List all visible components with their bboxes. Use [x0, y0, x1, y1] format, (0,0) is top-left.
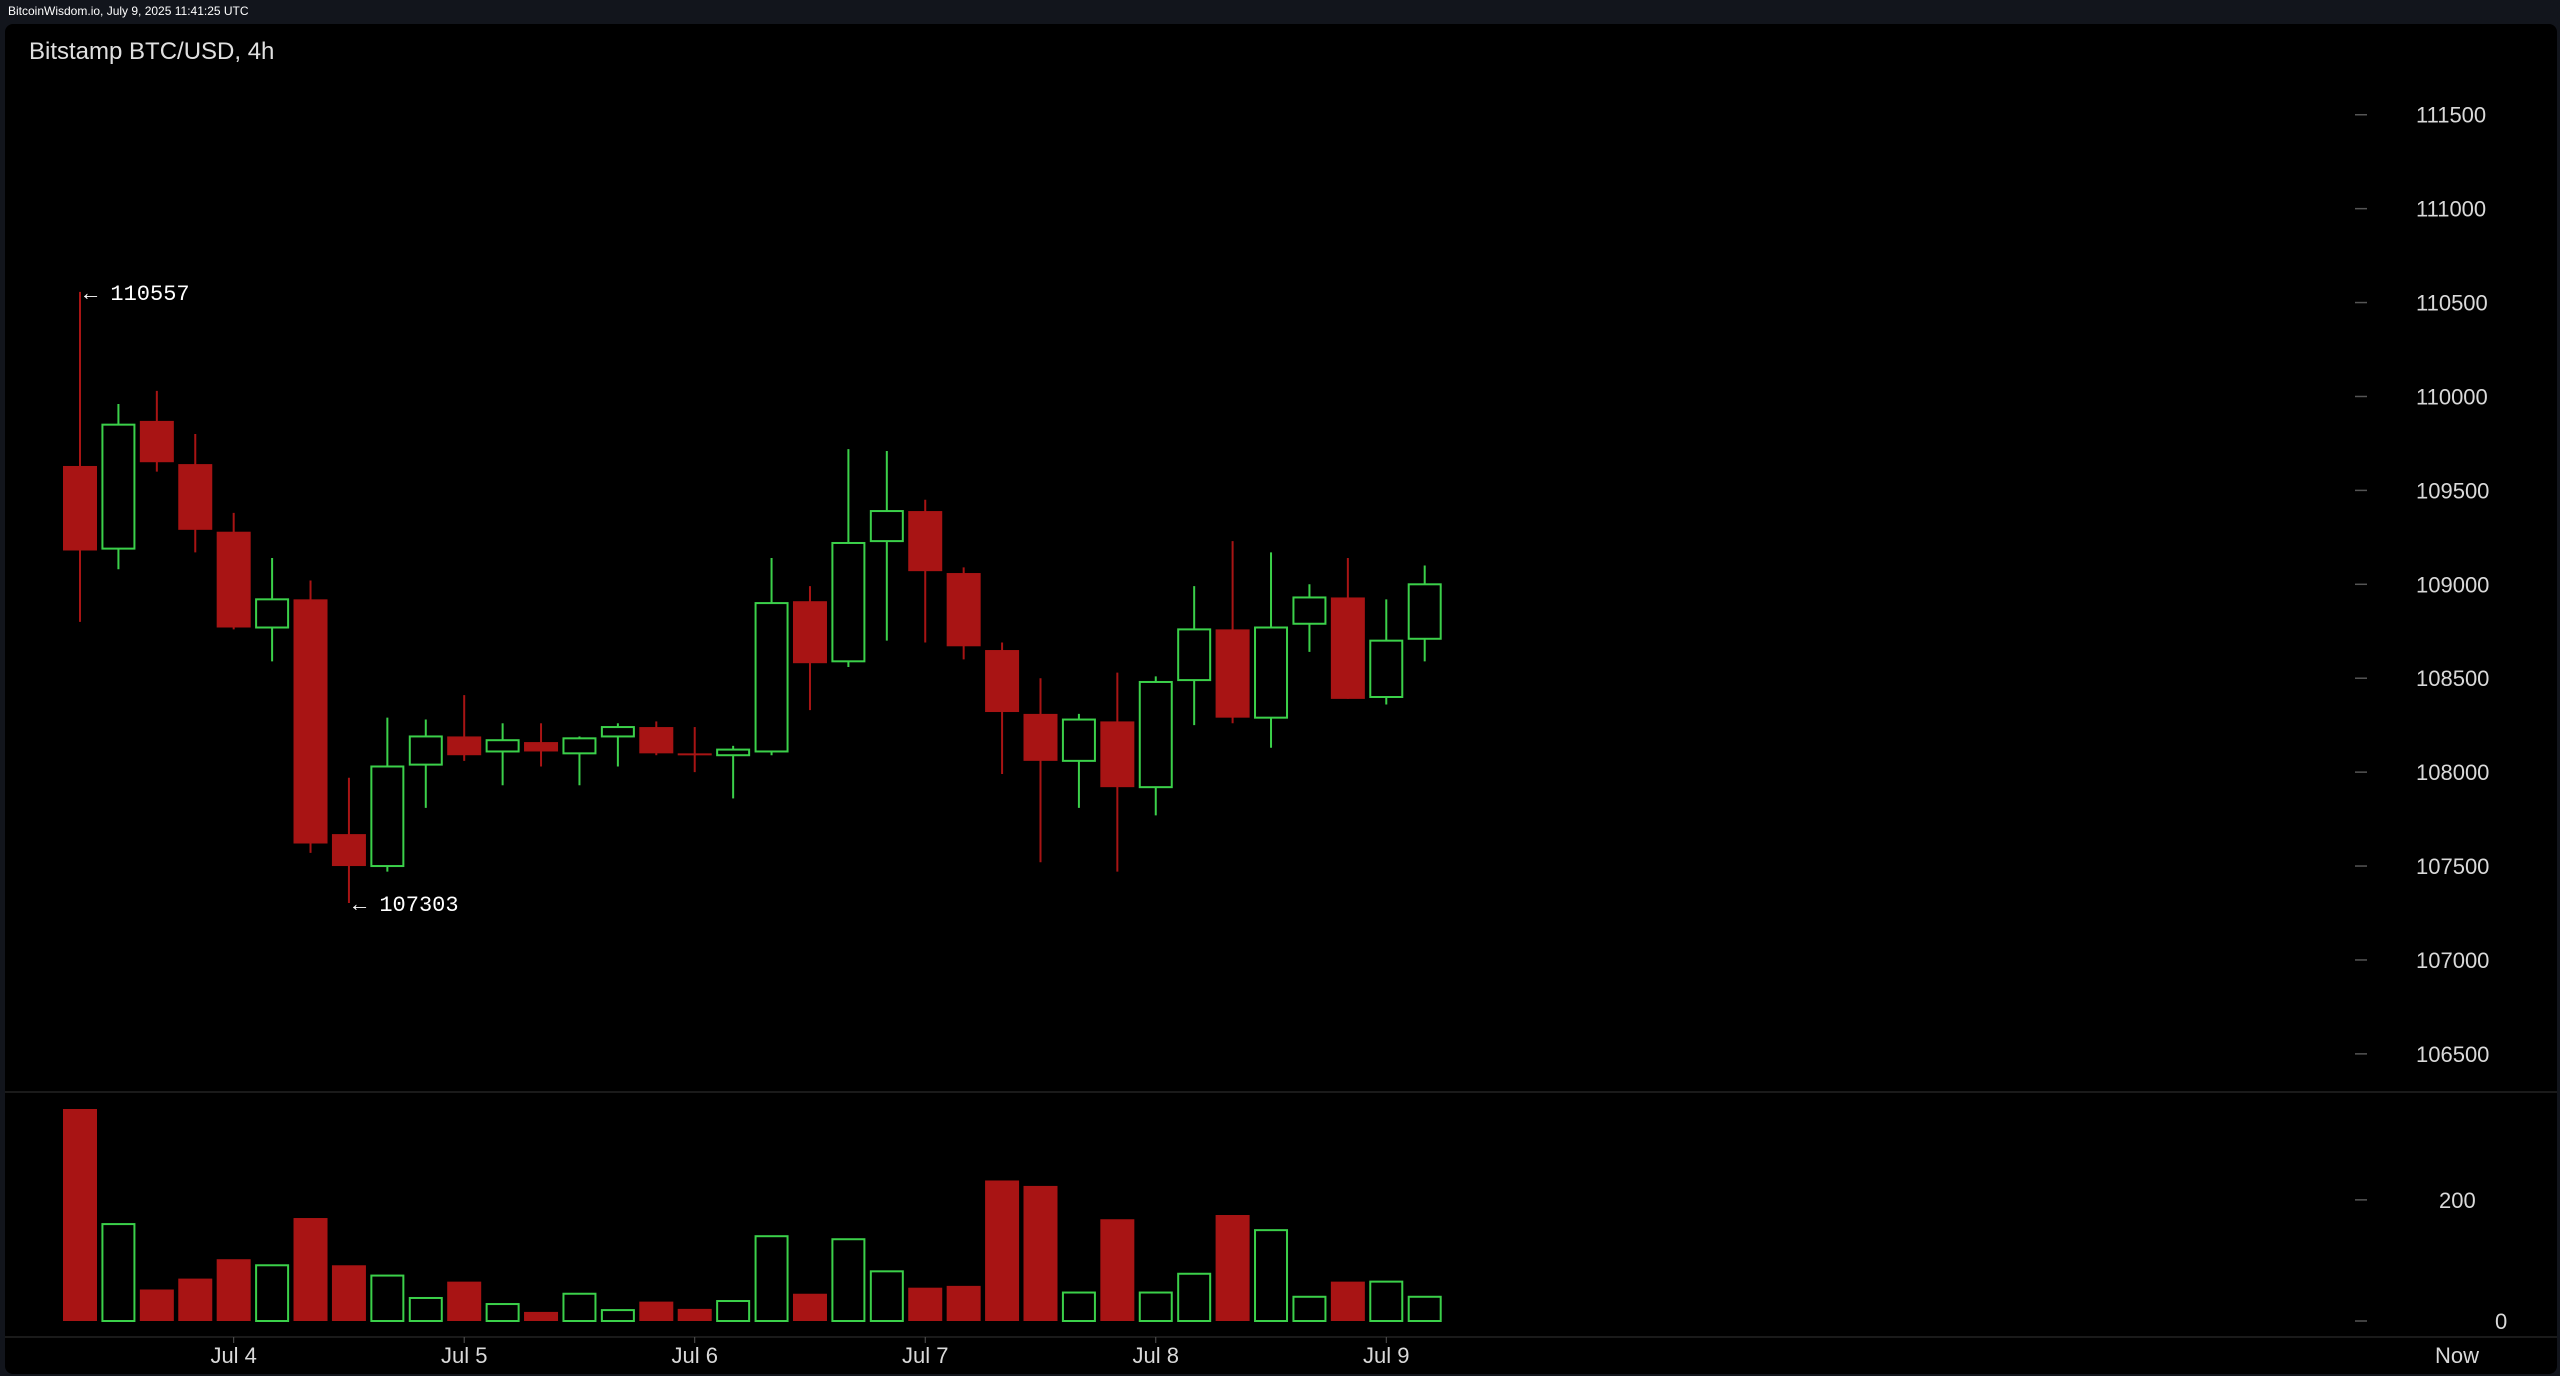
volume-bar[interactable]	[216, 1259, 251, 1321]
time-axis-label: Now	[2435, 1343, 2479, 1368]
candle-body[interactable]	[1100, 721, 1135, 788]
candle-body[interactable]	[331, 834, 366, 867]
volume-bar[interactable]	[677, 1308, 712, 1321]
volume-bar[interactable]	[639, 1301, 674, 1321]
candle-body[interactable]	[908, 511, 943, 572]
candle-body[interactable]	[1177, 628, 1212, 682]
volume-bar[interactable]	[1100, 1219, 1135, 1321]
candle-body[interactable]	[677, 753, 712, 756]
candle-body[interactable]	[178, 464, 213, 530]
candle-body[interactable]	[1369, 639, 1404, 698]
candle-body[interactable]	[485, 739, 520, 753]
time-axis-label: Jul 5	[441, 1343, 487, 1368]
candle-body[interactable]	[946, 573, 981, 647]
candle-body[interactable]	[639, 727, 674, 754]
volume-bar[interactable]	[1254, 1229, 1289, 1322]
volume-bar[interactable]	[1369, 1280, 1404, 1322]
volume-bar[interactable]	[754, 1235, 789, 1322]
candle-body[interactable]	[1023, 713, 1058, 761]
price-tick-label: 110500	[2416, 291, 2488, 316]
volume-bar[interactable]	[447, 1281, 482, 1321]
price-tick-label: 107000	[2416, 948, 2489, 973]
candle-body[interactable]	[1407, 583, 1442, 640]
volume-bar[interactable]	[485, 1303, 520, 1323]
volume-bar[interactable]	[524, 1311, 559, 1321]
volume-bar[interactable]	[255, 1264, 290, 1323]
volume-bar[interactable]	[408, 1296, 443, 1323]
volume-bar[interactable]	[908, 1287, 943, 1321]
candle-body[interactable]	[216, 531, 251, 628]
volume-bar[interactable]	[1177, 1272, 1212, 1322]
price-tick-label: 106500	[2416, 1042, 2489, 1067]
price-tick-label: 109500	[2416, 478, 2489, 503]
price-tick-label: 108000	[2416, 760, 2489, 785]
candle-body[interactable]	[524, 742, 559, 752]
candle-body[interactable]	[562, 737, 597, 755]
volume-bar[interactable]	[1061, 1291, 1096, 1322]
price-tick-label: 108500	[2416, 666, 2489, 691]
volume-bar[interactable]	[562, 1292, 597, 1322]
volume-tick-label: 0	[2495, 1309, 2507, 1334]
time-axis-label: Jul 8	[1133, 1343, 1179, 1368]
volume-bar[interactable]	[792, 1293, 827, 1321]
candlestick-chart[interactable]: 106500 107000 107500 108000 108500 109000 1095…	[5, 24, 2557, 1374]
candle-body[interactable]	[600, 726, 635, 738]
source-timestamp: BitcoinWisdom.io, July 9, 2025 11:41:25 …	[8, 4, 249, 18]
candle-body[interactable]	[754, 602, 789, 753]
candle-body[interactable]	[831, 541, 866, 663]
candle-body[interactable]	[1138, 680, 1173, 789]
volume-bar[interactable]	[1138, 1291, 1173, 1322]
price-extreme-label: ← 107303	[353, 893, 459, 918]
volume-bar[interactable]	[1023, 1185, 1058, 1321]
candle-body[interactable]	[1330, 597, 1365, 699]
volume-bar[interactable]	[1215, 1215, 1250, 1321]
candle-body[interactable]	[293, 599, 328, 844]
volume-bar[interactable]	[831, 1238, 866, 1322]
price-tick-label: 111500	[2416, 103, 2486, 128]
chart-title: Bitstamp BTC/USD, 4h	[29, 38, 275, 65]
volume-bar[interactable]	[101, 1223, 136, 1322]
candle-body[interactable]	[408, 735, 443, 766]
candle-body[interactable]	[63, 465, 97, 551]
candle-body[interactable]	[1292, 596, 1327, 625]
volume-bar[interactable]	[293, 1218, 328, 1321]
candle-body[interactable]	[101, 423, 136, 550]
candle-body[interactable]	[1215, 629, 1250, 718]
chart-panel[interactable]: 106500 107000 107500 108000 108500 109000 1095…	[5, 24, 2557, 1374]
candle-body[interactable]	[869, 510, 904, 543]
volume-bar[interactable]	[1407, 1295, 1442, 1323]
candle-body[interactable]	[255, 598, 290, 629]
volume-bar[interactable]	[370, 1274, 405, 1322]
volume-bar[interactable]	[946, 1285, 981, 1321]
volume-bar[interactable]	[600, 1309, 635, 1323]
volume-bar[interactable]	[869, 1270, 904, 1322]
volume-bar[interactable]	[985, 1180, 1020, 1321]
top-bar: BitcoinWisdom.io, July 9, 2025 11:41:25 …	[0, 0, 2560, 24]
time-axis-label: Jul 9	[1363, 1343, 1409, 1368]
candle-body[interactable]	[1254, 626, 1289, 719]
time-axis-label: Jul 7	[902, 1343, 948, 1368]
volume-bar[interactable]	[1292, 1295, 1327, 1323]
candle-body[interactable]	[716, 748, 751, 757]
volume-bar[interactable]	[178, 1278, 213, 1321]
volume-bar[interactable]	[1330, 1281, 1365, 1321]
candle-body[interactable]	[447, 736, 482, 756]
volume-bar[interactable]	[139, 1289, 174, 1321]
volume-tick-label: 200	[2439, 1188, 2476, 1213]
candle-body[interactable]	[985, 650, 1020, 713]
price-tick-label: 111000	[2416, 197, 2486, 222]
time-axis-label: Jul 4	[210, 1343, 256, 1368]
price-tick-label: 110000	[2416, 384, 2488, 409]
price-tick-label: 107500	[2416, 854, 2489, 879]
candle-body[interactable]	[792, 601, 827, 664]
candle-body[interactable]	[370, 765, 405, 868]
price-extreme-label: ← 110557	[84, 282, 190, 307]
candle-body[interactable]	[1061, 718, 1096, 762]
candle-body[interactable]	[139, 420, 174, 463]
volume-bar[interactable]	[716, 1300, 751, 1323]
time-axis-label: Jul 6	[671, 1343, 717, 1368]
volume-bar[interactable]	[63, 1109, 97, 1321]
price-tick-label: 109000	[2416, 572, 2489, 597]
volume-bar[interactable]	[331, 1265, 366, 1321]
